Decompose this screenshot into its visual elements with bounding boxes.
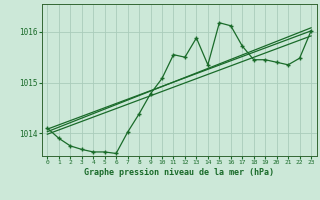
X-axis label: Graphe pression niveau de la mer (hPa): Graphe pression niveau de la mer (hPa) — [84, 168, 274, 177]
